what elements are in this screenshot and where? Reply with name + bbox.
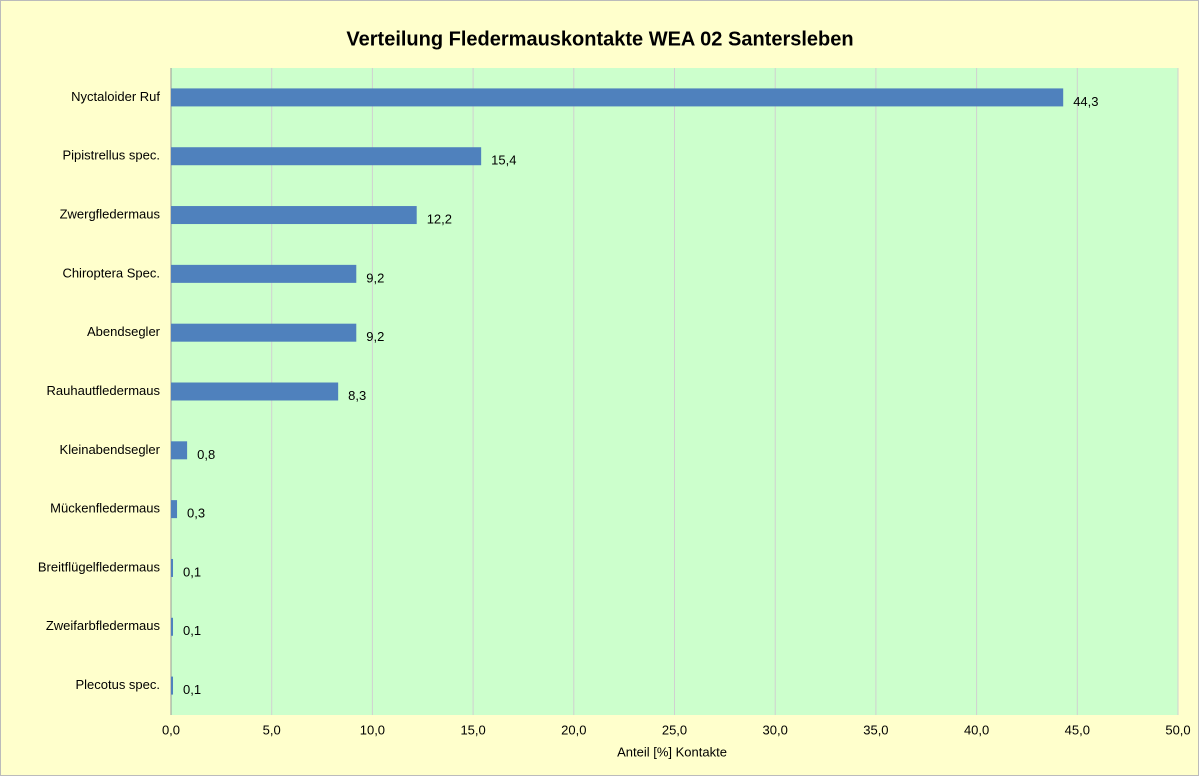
x-tick-label: 20,0 [561,722,586,737]
x-tick-label: 0,0 [162,722,180,737]
bar [171,206,417,225]
data-label: 0,1 [183,564,201,579]
x-axis-label: Anteil [%] Kontakte [617,744,727,759]
y-tick-label: Pipistrellus spec. [62,148,160,163]
data-label: 0,3 [187,506,205,521]
x-tick-label: 10,0 [360,722,385,737]
x-tick-label: 40,0 [964,722,989,737]
bar [171,441,188,460]
bar [171,323,357,342]
y-tick-label: Nyctaloider Ruf [71,89,160,104]
bar [171,147,482,166]
bar [171,676,174,695]
data-label: 15,4 [491,153,516,168]
x-tick-label: 30,0 [763,722,788,737]
y-tick-label: Mückenfledermaus [50,501,160,516]
x-tick-label: 50,0 [1165,722,1190,737]
bar [171,382,339,401]
y-tick-label: Rauhautfledermaus [47,383,161,398]
data-label: 0,8 [197,447,215,462]
y-tick-label: Breitflügelfledermaus [38,559,161,574]
data-label: 8,3 [348,388,366,403]
data-label: 9,2 [366,270,384,285]
y-tick-label: Kleinabendsegler [60,442,161,457]
y-tick-label: Zweifarbfledermaus [46,618,161,633]
data-label: 0,1 [183,682,201,697]
x-tick-label: 15,0 [460,722,485,737]
y-tick-label: Zwergfledermaus [60,206,161,221]
bar [171,500,178,519]
bar [171,558,174,577]
bar [171,264,357,283]
bar [171,617,174,636]
x-tick-label: 5,0 [263,722,281,737]
data-label: 12,2 [427,211,452,226]
y-tick-label: Chiroptera Spec. [62,265,160,280]
data-label: 9,2 [366,329,384,344]
x-tick-label: 45,0 [1065,722,1090,737]
data-label: 0,1 [183,623,201,638]
x-tick-label: 25,0 [662,722,687,737]
data-label: 44,3 [1073,94,1098,109]
chart-title: Verteilung Fledermauskontakte WEA 02 San… [346,28,853,50]
y-tick-label: Plecotus spec. [75,677,160,692]
x-tick-label: 35,0 [863,722,888,737]
bar [171,88,1064,107]
y-tick-label: Abendsegler [87,324,161,339]
